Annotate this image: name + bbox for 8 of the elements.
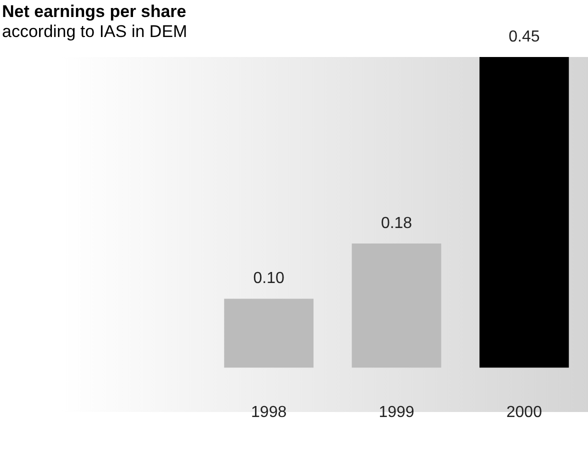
data-label: 0.45: [508, 28, 540, 46]
x-tick-label: 1999: [378, 404, 414, 421]
x-tick-label: 1998: [251, 404, 287, 421]
data-label: 0.10: [253, 270, 285, 288]
data-label: 0.18: [380, 214, 412, 232]
chart-title: Net earnings per share: [2, 2, 186, 22]
chart-subtitle: according to IAS in DEM: [2, 22, 188, 42]
x-tick-label: 2000: [506, 404, 542, 421]
